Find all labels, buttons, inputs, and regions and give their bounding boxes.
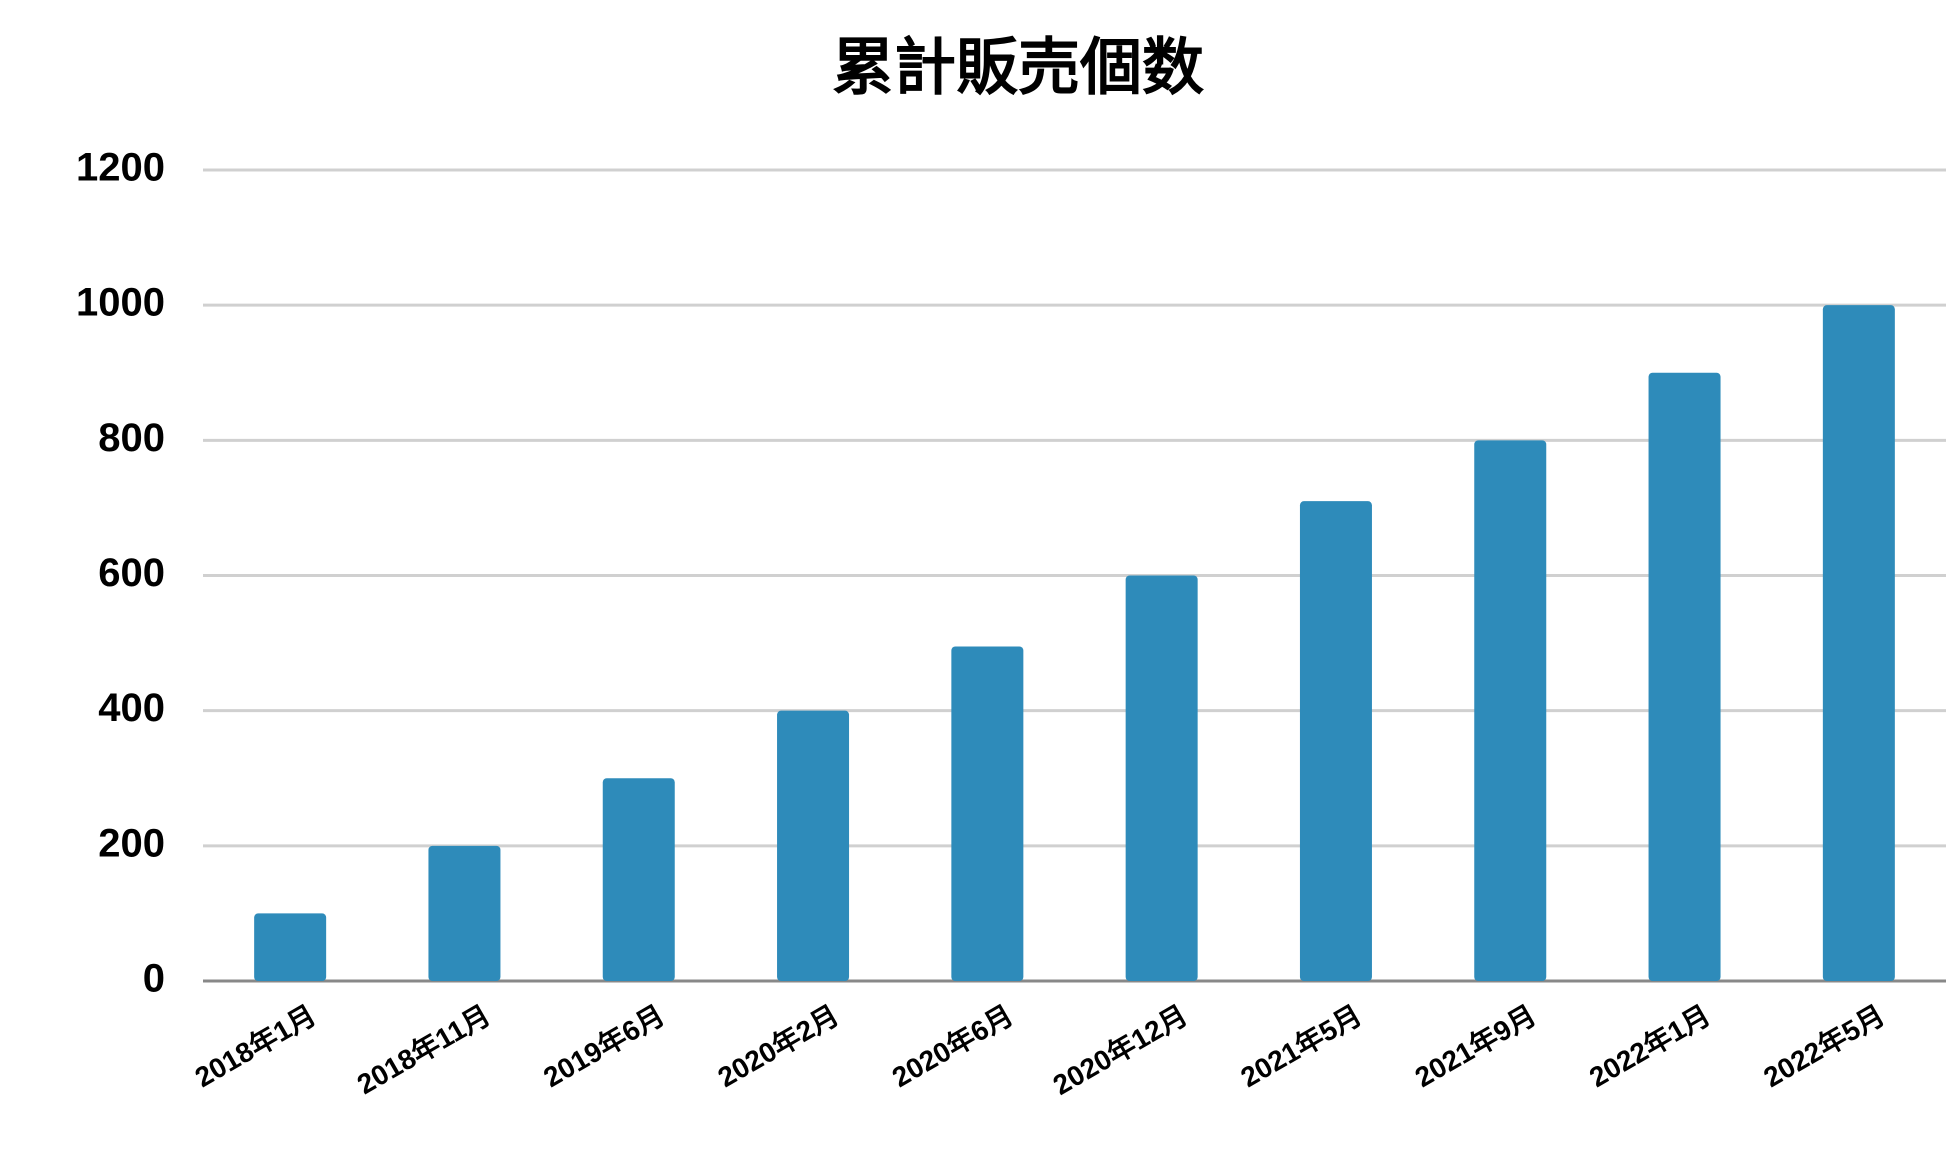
y-tick-label: 1200 <box>76 146 165 190</box>
x-tick-label: 2019年6月 <box>538 998 670 1093</box>
y-tick-label: 200 <box>98 821 165 865</box>
bar <box>1822 305 1895 982</box>
x-tick-label: 2020年12月 <box>1047 998 1192 1100</box>
x-tick-label: 2020年6月 <box>886 998 1018 1093</box>
y-tick-label: 800 <box>98 416 165 460</box>
bar <box>602 778 675 981</box>
x-tick-label: 2018年11月 <box>351 998 495 1100</box>
bar <box>1648 372 1721 981</box>
bar <box>428 845 501 981</box>
x-tick-label: 2020年2月 <box>712 998 844 1093</box>
y-tick-label: 0 <box>143 957 165 1001</box>
y-tick-label: 400 <box>98 686 165 730</box>
y-tick-label: 1000 <box>76 281 165 325</box>
bar <box>1125 575 1198 981</box>
bar <box>777 710 850 981</box>
y-tick-label: 600 <box>98 551 165 595</box>
x-tick-label: 2021年9月 <box>1409 998 1541 1093</box>
bar <box>1474 440 1547 981</box>
x-tick-label: 2022年5月 <box>1758 998 1890 1093</box>
x-tick-label: 2022年1月 <box>1584 998 1716 1093</box>
bar <box>254 913 327 981</box>
x-tick-label: 2018年1月 <box>189 998 321 1093</box>
bar <box>1299 501 1372 981</box>
bar <box>951 646 1024 981</box>
chart-title: 累計販売個数 <box>832 33 1204 102</box>
x-tick-label: 2021年5月 <box>1235 998 1367 1093</box>
